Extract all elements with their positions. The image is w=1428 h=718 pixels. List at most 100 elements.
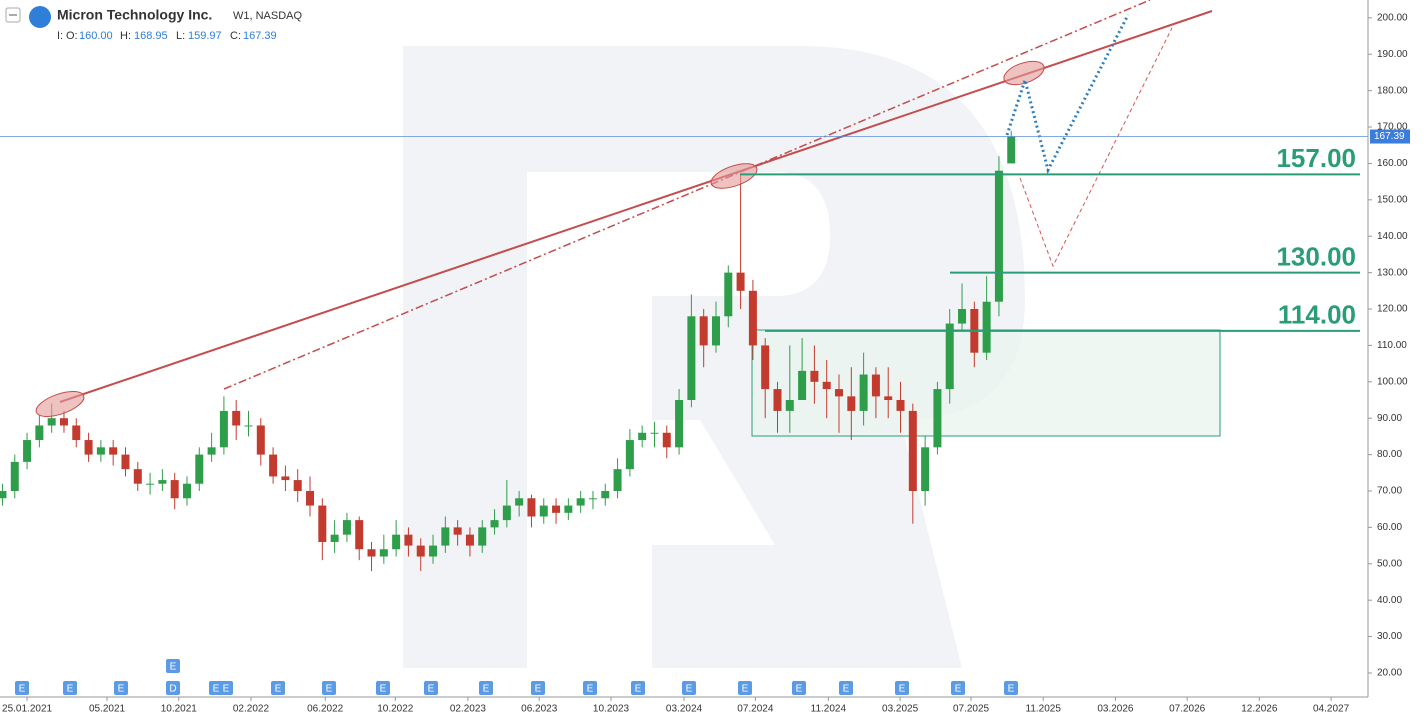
candle-body <box>896 400 905 411</box>
candle-body <box>847 396 856 411</box>
event-marker <box>583 681 597 695</box>
event-marker <box>682 681 696 695</box>
event-label: E <box>1008 684 1015 695</box>
x-tick-label: 03.2025 <box>882 704 919 715</box>
candle-body <box>785 400 794 411</box>
candle-body <box>613 469 622 491</box>
candle-body <box>982 301 991 353</box>
candle-body <box>72 425 81 441</box>
touch-marker <box>35 391 85 417</box>
y-tick-label: 40.00 <box>1377 595 1402 606</box>
candle-body <box>219 410 228 448</box>
candle-body <box>84 440 93 455</box>
event-marker <box>895 681 909 695</box>
y-tick-label: 50.00 <box>1377 558 1402 569</box>
event-marker <box>531 681 545 695</box>
event-marker <box>322 681 336 695</box>
price-badge <box>1370 129 1410 144</box>
candle-body <box>429 545 438 557</box>
event-label: D <box>169 684 176 695</box>
candle-body <box>207 447 216 455</box>
x-tick-label: 05.2021 <box>89 704 126 715</box>
candle-body <box>588 498 597 500</box>
ohlc-label: C: <box>230 30 241 42</box>
touch-marker <box>710 163 758 189</box>
ohlc-label: O: <box>66 30 78 42</box>
candle-body <box>711 316 720 346</box>
x-tick-label: 11.2024 <box>811 704 847 715</box>
x-tick-label: 12.2026 <box>1241 704 1278 715</box>
candle-body <box>416 545 425 557</box>
event-label: E <box>742 684 749 695</box>
ohlc-value: 168.95 <box>134 30 168 42</box>
x-tick-label: 02.2022 <box>233 704 270 715</box>
candle-body <box>539 505 548 517</box>
candle-body <box>195 454 204 484</box>
y-tick-label: 60.00 <box>1377 522 1402 533</box>
ohlc-label: H: <box>120 30 131 42</box>
candle-body <box>10 461 19 491</box>
candle-body <box>342 520 351 535</box>
symbol: Micron Technology Inc. <box>57 7 212 23</box>
candle-body <box>269 454 278 477</box>
candle-body <box>638 432 647 441</box>
candle-body <box>835 389 844 397</box>
candle-body <box>564 505 573 513</box>
event-label: E <box>326 684 333 695</box>
y-tick-label: 100.00 <box>1377 376 1408 387</box>
symbol-meta: W1, NASDAQ <box>233 10 303 22</box>
y-tick-label: 170.00 <box>1377 122 1408 133</box>
candle-body <box>35 425 44 441</box>
candle-body <box>232 410 241 426</box>
event-label: E <box>796 684 803 695</box>
x-tick-label: 07.2024 <box>737 704 774 715</box>
candle-body <box>355 520 364 550</box>
price-badge-label: 167.39 <box>1374 131 1405 142</box>
candle-body <box>1007 136 1016 164</box>
candle-body <box>441 527 450 546</box>
event-marker <box>271 681 285 695</box>
candle-body <box>502 505 511 521</box>
candle-body <box>121 454 130 470</box>
candle-body <box>170 480 179 499</box>
candle-body <box>798 370 807 401</box>
candle-body <box>281 476 290 481</box>
event-label: E <box>955 684 962 695</box>
touch-marker <box>1003 60 1045 86</box>
event-label: E <box>483 684 490 695</box>
event-marker <box>738 681 752 695</box>
event-label: E <box>67 684 74 695</box>
candle-body <box>810 370 819 382</box>
candle-body <box>392 534 401 550</box>
y-tick-label: 70.00 <box>1377 486 1402 497</box>
x-tick-label: 06.2022 <box>307 704 344 715</box>
x-tick-label: 10.2021 <box>161 704 198 715</box>
y-tick-label: 120.00 <box>1377 304 1408 315</box>
logo <box>29 6 51 28</box>
candle-body <box>306 490 315 506</box>
event-label: E <box>587 684 594 695</box>
ohlc-label: L: <box>176 30 185 42</box>
projection-red <box>1019 27 1173 268</box>
ohlc-value: 159.97 <box>188 30 222 42</box>
candle-body <box>921 447 930 491</box>
candle-body <box>736 272 745 291</box>
candle-body <box>96 447 105 455</box>
event-marker <box>166 681 180 695</box>
x-tick-label: 10.2022 <box>377 704 414 715</box>
event-label: E <box>19 684 26 695</box>
candle-body <box>23 440 32 462</box>
event-label: E <box>118 684 125 695</box>
event-marker <box>219 681 233 695</box>
event-marker <box>1004 681 1018 695</box>
candle-body <box>158 480 167 484</box>
event-marker <box>951 681 965 695</box>
candle-body <box>515 498 524 506</box>
candle-body <box>884 396 893 401</box>
event-marker <box>376 681 390 695</box>
candle-body <box>478 527 487 546</box>
level-label: 157.00 <box>1276 143 1356 173</box>
y-tick-label: 20.00 <box>1377 668 1402 679</box>
candle-body <box>859 374 868 411</box>
x-tick-label: 02.2023 <box>450 704 487 715</box>
